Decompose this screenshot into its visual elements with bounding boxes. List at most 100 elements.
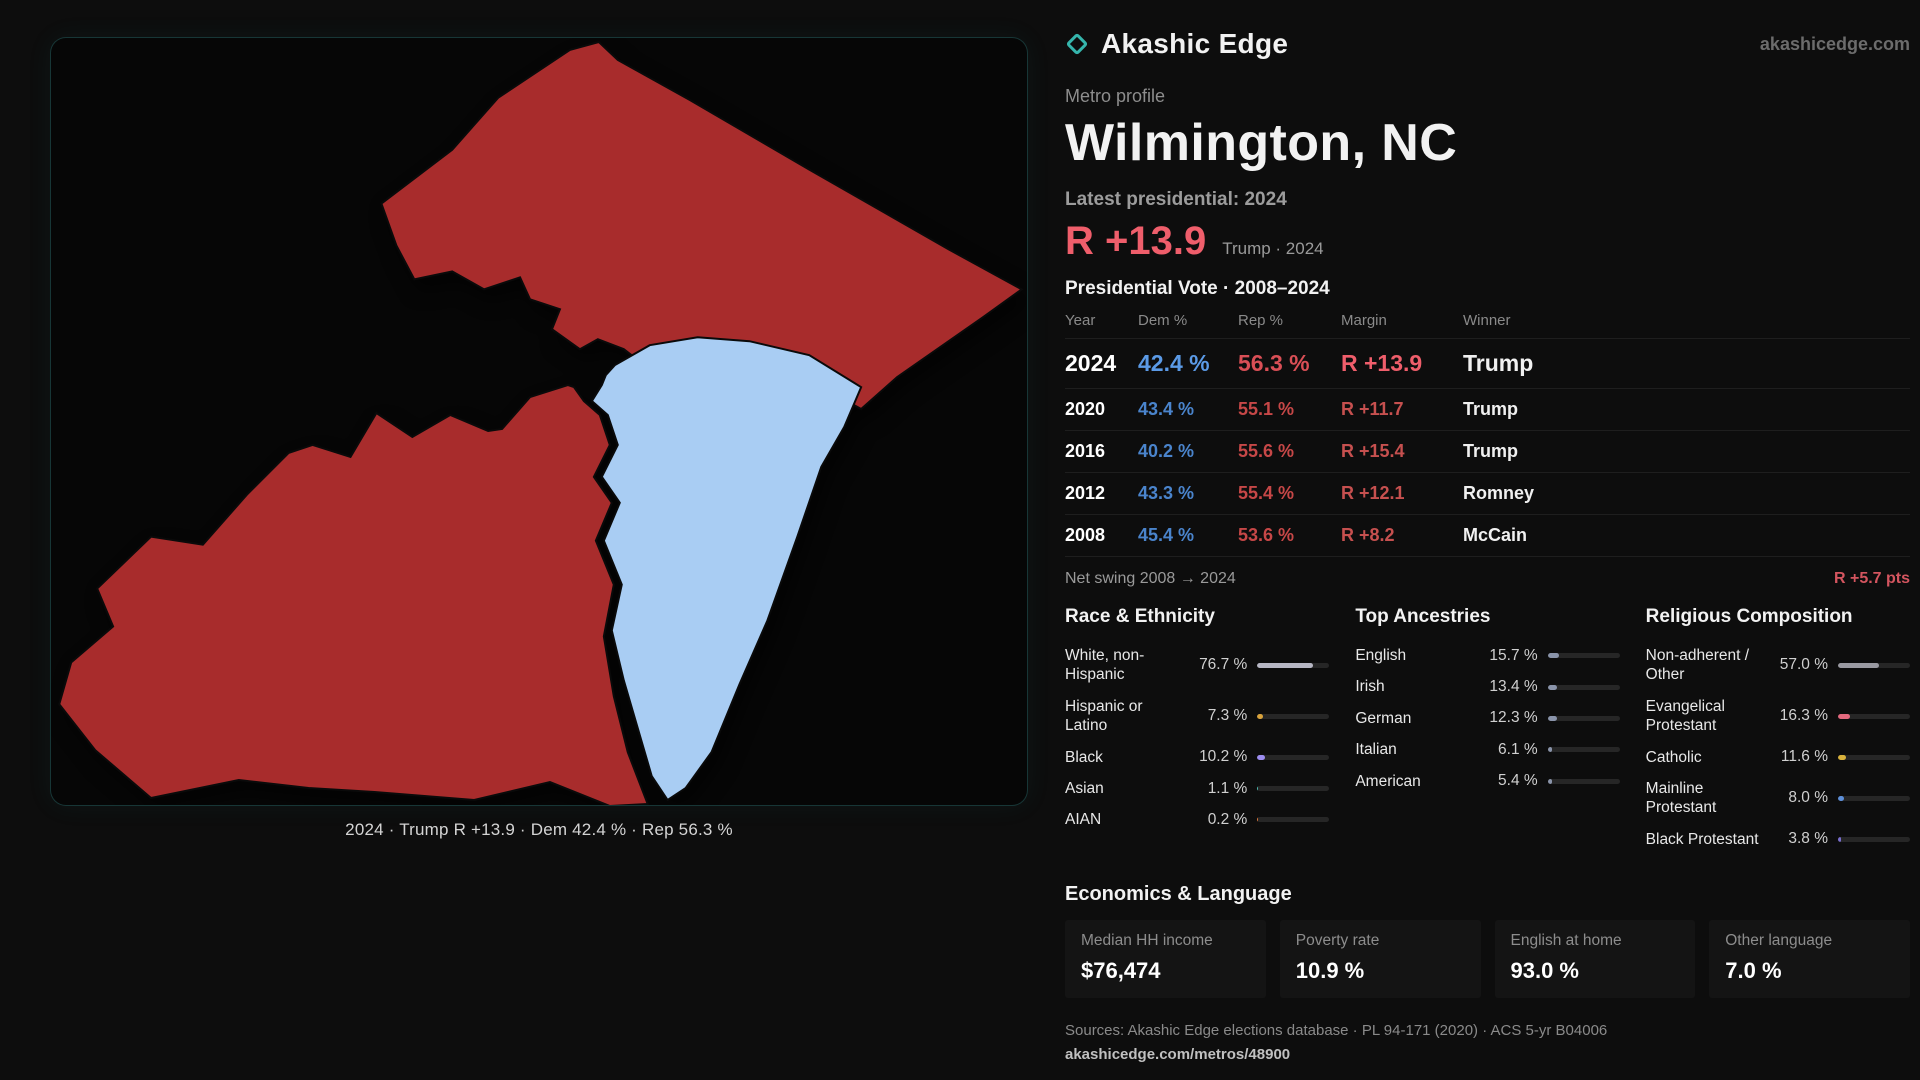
demo-label: Mainline Protestant xyxy=(1645,779,1717,817)
demo-bar-fill xyxy=(1547,778,1552,784)
demo-value: 3.8 % xyxy=(1788,830,1828,848)
year-cell: 2020 xyxy=(1065,399,1106,419)
demo-label: English xyxy=(1355,647,1407,664)
demo-row: English 15.7 % xyxy=(1355,640,1620,671)
demo-row: Irish 13.4 % xyxy=(1355,671,1620,702)
demo-row: American 5.4 % xyxy=(1355,766,1620,797)
vote-row-2012: 2012 43.3 % 55.4 % R +12.1 Romney xyxy=(1065,472,1910,514)
dem-share-cell: 43.4 % xyxy=(1138,399,1195,419)
demo-row: White, non-Hispanic 76.7 % xyxy=(1065,640,1330,691)
net-swing-label: Net swing 2008 → 2024 xyxy=(1065,570,1236,587)
county-brunswick-rep xyxy=(58,384,650,805)
demo-label: AIAN xyxy=(1065,811,1102,829)
stat-value: $76,474 xyxy=(1081,958,1161,983)
winner-cell: McCain xyxy=(1463,525,1528,545)
headline-margin-context: Trump · 2024 xyxy=(1222,239,1324,258)
demo-row: Hispanic or Latino 7.3 % xyxy=(1065,691,1330,742)
stat-label: Poverty rate xyxy=(1295,932,1380,949)
dem-share-cell: 40.2 % xyxy=(1138,441,1195,461)
rep-share-cell: 56.3 % xyxy=(1238,350,1310,376)
margin-cell: R +12.1 xyxy=(1341,483,1405,503)
economics-stats: Median HH income $76,474 Poverty rate 10… xyxy=(1065,920,1910,998)
section-title: Religious Composition xyxy=(1645,606,1853,627)
demo-label: German xyxy=(1355,709,1412,727)
stat-other-language: Other language 7.0 % xyxy=(1709,920,1910,998)
demo-bar xyxy=(1838,754,1910,760)
demo-row: Italian 6.1 % xyxy=(1355,734,1620,765)
demo-bar-fill xyxy=(1257,786,1259,792)
demo-bar-fill xyxy=(1838,836,1841,842)
profile-panel: Akashic Edge akashicedge.com Metro profi… xyxy=(1065,28,1910,1063)
stat-english-at-home: English at home 93.0 % xyxy=(1494,920,1696,998)
sources-line: Sources: Akashic Edge elections database… xyxy=(1065,1022,1608,1039)
demo-row: AIAN 0.2 % xyxy=(1065,804,1330,835)
net-swing-row: Net swing 2008 → 2024 R +5.7 pts xyxy=(1065,556,1910,588)
rep-share-cell: 55.1 % xyxy=(1238,399,1295,419)
winner-cell: Trump xyxy=(1463,350,1534,376)
demo-label: Black Protestant xyxy=(1645,830,1759,848)
demo-value: 6.1 % xyxy=(1498,740,1538,758)
demo-bar xyxy=(1257,713,1330,719)
year-cell: 2008 xyxy=(1065,525,1106,545)
permalink-link[interactable]: akashicedge.com/metros/48900 xyxy=(1065,1046,1291,1063)
demo-label: American xyxy=(1355,772,1421,790)
county-new-hanover-dem xyxy=(590,336,863,802)
demo-bar-fill xyxy=(1257,817,1259,823)
demo-row: Non-adherent / Other 57.0 % xyxy=(1646,640,1910,691)
col-winner: Winner xyxy=(1463,312,1511,329)
site-domain-link[interactable]: akashicedge.com xyxy=(1759,33,1910,54)
year-cell: 2012 xyxy=(1065,483,1106,503)
winner-cell: Trump xyxy=(1463,441,1519,461)
demo-value: 16.3 % xyxy=(1779,707,1828,725)
net-swing-value: R +5.7 pts xyxy=(1833,570,1910,587)
col-dem: Dem % xyxy=(1138,312,1188,329)
dem-share-cell: 43.3 % xyxy=(1138,483,1195,503)
demo-bar xyxy=(1838,836,1910,842)
site-header: Akashic Edge akashicedge.com xyxy=(1065,28,1910,60)
demo-value: 57.0 % xyxy=(1779,656,1828,674)
diamond-logo-icon xyxy=(1065,32,1089,56)
vote-row-2016: 2016 40.2 % 55.6 % R +15.4 Trump xyxy=(1065,430,1910,472)
demo-bar xyxy=(1838,795,1910,801)
demo-bar xyxy=(1838,662,1910,668)
demo-bar xyxy=(1547,653,1620,659)
map-caption: 2024 · Trump R +13.9 · Dem 42.4 % · Rep … xyxy=(345,820,733,839)
religion-column: Religious Composition Non-adherent / Oth… xyxy=(1646,606,1910,855)
demo-label: Evangelical Protestant xyxy=(1645,697,1725,735)
demo-value: 1.1 % xyxy=(1207,779,1248,797)
demo-value: 7.3 % xyxy=(1207,707,1248,725)
vote-row-2020: 2020 43.4 % 55.1 % R +11.7 Trump xyxy=(1065,388,1910,430)
demo-bar xyxy=(1547,715,1620,721)
demo-bar-fill xyxy=(1547,747,1553,753)
winner-cell: Romney xyxy=(1463,483,1535,503)
col-rep: Rep % xyxy=(1238,312,1284,329)
demo-value: 76.7 % xyxy=(1199,656,1248,674)
demo-bar-fill xyxy=(1547,684,1558,690)
margin-cell: R +13.9 xyxy=(1341,350,1423,376)
demo-bar xyxy=(1257,662,1330,668)
stat-poverty-rate: Poverty rate 10.9 % xyxy=(1279,920,1481,998)
dem-share-cell: 45.4 % xyxy=(1138,525,1195,545)
demo-bar-fill xyxy=(1257,662,1313,668)
rep-share-cell: 55.6 % xyxy=(1238,441,1295,461)
demo-bar xyxy=(1838,713,1910,719)
section-title: Race & Ethnicity xyxy=(1065,606,1215,627)
demo-label: Irish xyxy=(1355,678,1385,696)
brand-name: Akashic Edge xyxy=(1101,28,1289,59)
demo-value: 5.4 % xyxy=(1498,772,1538,790)
brand-logo: Akashic Edge xyxy=(1065,28,1288,60)
demo-row: Mainline Protestant 8.0 % xyxy=(1646,773,1910,824)
demo-row: Evangelical Protestant 16.3 % xyxy=(1646,691,1910,742)
demo-bar xyxy=(1257,754,1330,760)
stat-value: 10.9 % xyxy=(1295,958,1365,983)
year-cell: 2024 xyxy=(1065,350,1117,376)
demo-bar-fill xyxy=(1838,662,1880,668)
demo-value: 11.6 % xyxy=(1780,748,1828,766)
demo-bar-fill xyxy=(1838,795,1844,801)
dem-share-cell: 42.4 % xyxy=(1138,350,1210,376)
vote-row-2024: 2024 42.4 % 56.3 % R +13.9 Trump xyxy=(1065,338,1910,388)
stat-label: English at home xyxy=(1510,932,1622,949)
col-margin: Margin xyxy=(1341,312,1387,329)
margin-cell: R +15.4 xyxy=(1341,441,1405,461)
demo-value: 0.2 % xyxy=(1207,810,1248,828)
